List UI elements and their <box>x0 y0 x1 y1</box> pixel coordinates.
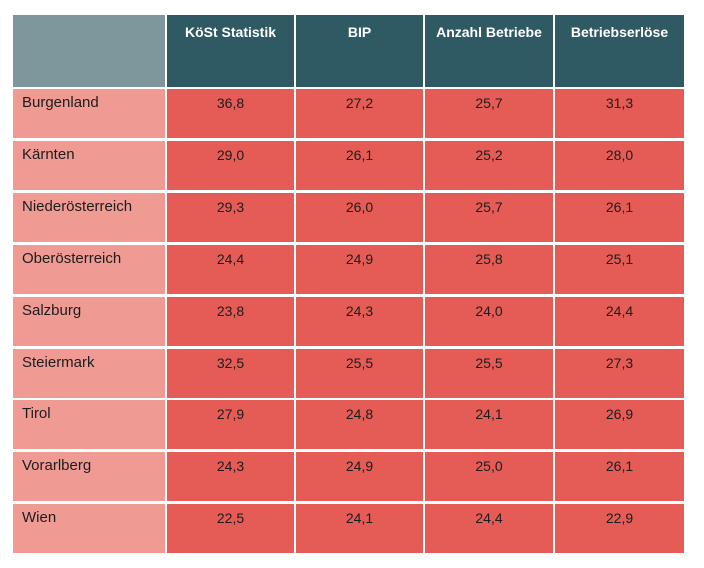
row-label: Kärnten <box>13 141 165 190</box>
table-cell: 24,4 <box>425 504 553 553</box>
table-cell: 29,3 <box>167 193 294 242</box>
table-cell: 27,3 <box>555 349 684 398</box>
row-label: Tirol <box>13 400 165 449</box>
table-cell: 24,8 <box>296 400 423 449</box>
table-cell: 24,1 <box>425 400 553 449</box>
table-cell: 28,0 <box>555 141 684 190</box>
table-cell: 25,7 <box>425 193 553 242</box>
table-cell: 36,8 <box>167 89 294 138</box>
table-cell: 26,1 <box>555 193 684 242</box>
row-label: Oberösterreich <box>13 245 165 294</box>
table-cell: 24,4 <box>167 245 294 294</box>
table-cell: 22,5 <box>167 504 294 553</box>
table-cell: 24,3 <box>296 297 423 346</box>
column-header: KöSt Statistik <box>167 15 294 87</box>
table-cell: 26,1 <box>296 141 423 190</box>
table-cell: 27,2 <box>296 89 423 138</box>
table-cell: 25,0 <box>425 452 553 501</box>
table-cell: 26,9 <box>555 400 684 449</box>
column-header: BIP <box>296 15 423 87</box>
row-label: Steiermark <box>13 349 165 398</box>
data-table: KöSt Statistik BIP Anzahl Betriebe Betriebs… <box>13 15 684 553</box>
table-cell: 26,0 <box>296 193 423 242</box>
row-label: Vorarlberg <box>13 452 165 501</box>
row-label: Wien <box>13 504 165 553</box>
row-label: Burgenland <box>13 89 165 138</box>
table-cell: 24,9 <box>296 452 423 501</box>
table-cell: 24,4 <box>555 297 684 346</box>
table-cell: 32,5 <box>167 349 294 398</box>
table-cell: 25,7 <box>425 89 553 138</box>
column-header: Betriebserlöse <box>555 15 684 87</box>
table-cell: 24,1 <box>296 504 423 553</box>
table-cell: 25,8 <box>425 245 553 294</box>
table-cell: 24,9 <box>296 245 423 294</box>
table-cell: 22,9 <box>555 504 684 553</box>
table-cell: 25,2 <box>425 141 553 190</box>
table-cell: 27,9 <box>167 400 294 449</box>
table-cell: 26,1 <box>555 452 684 501</box>
table-cell: 25,5 <box>425 349 553 398</box>
table-cell: 31,3 <box>555 89 684 138</box>
header-corner-cell <box>13 15 165 87</box>
row-label: Niederösterreich <box>13 193 165 242</box>
table-cell: 29,0 <box>167 141 294 190</box>
table-cell: 25,1 <box>555 245 684 294</box>
table-cell: 25,5 <box>296 349 423 398</box>
column-header: Anzahl Betriebe <box>425 15 553 87</box>
table-cell: 24,3 <box>167 452 294 501</box>
table-cell: 23,8 <box>167 297 294 346</box>
row-label: Salzburg <box>13 297 165 346</box>
table-cell: 24,0 <box>425 297 553 346</box>
